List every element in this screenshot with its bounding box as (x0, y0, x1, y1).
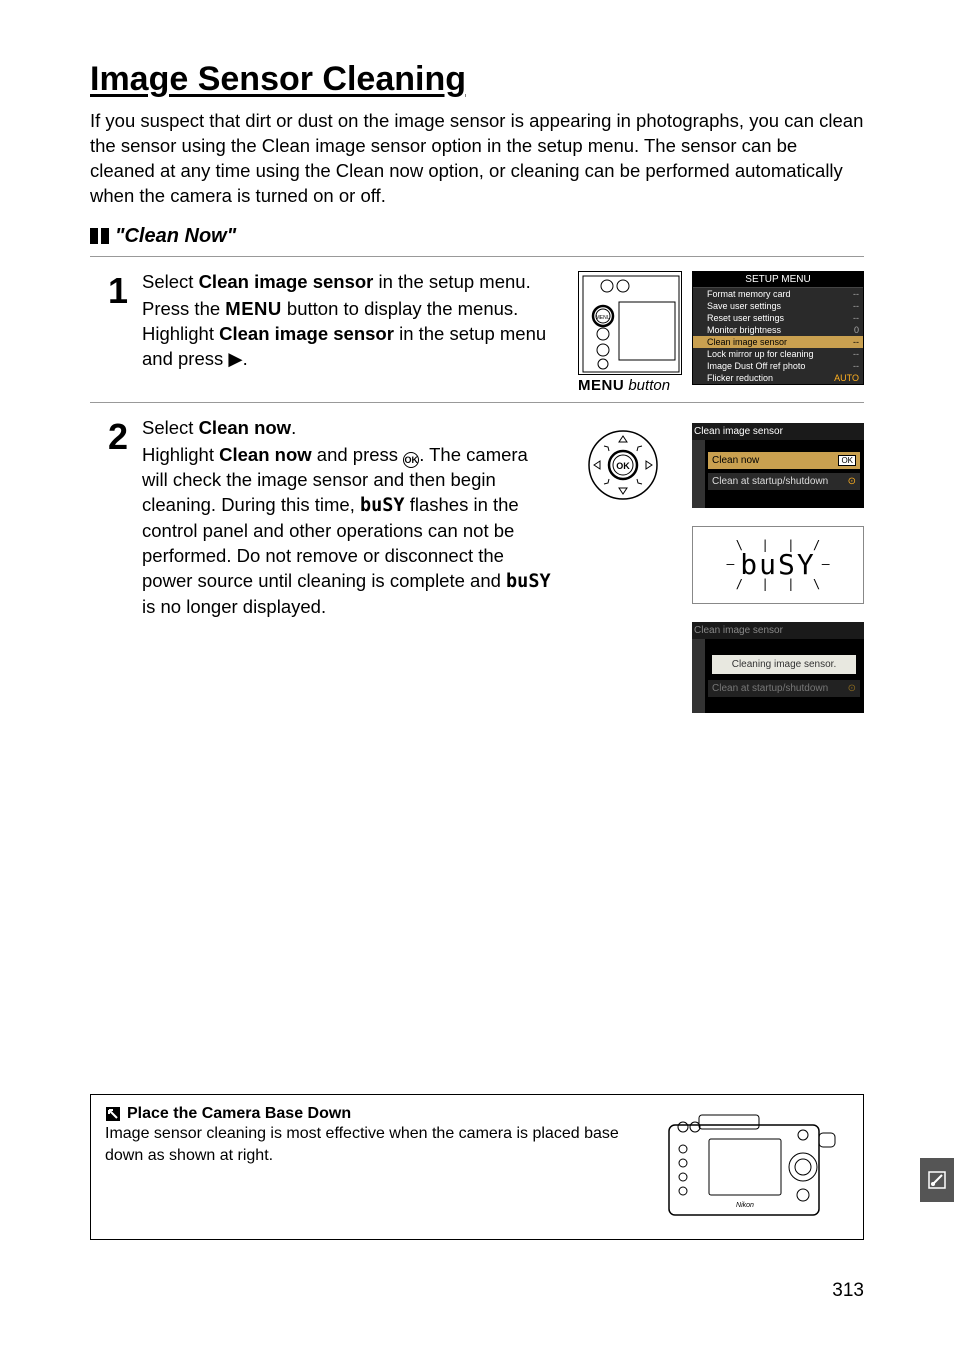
step-1-body: Select Clean image sensor in the setup m… (142, 271, 556, 394)
note-box: Place the Camera Base Down Image sensor … (90, 1094, 864, 1240)
cleaning-popup: Cleaning image sensor. (712, 655, 856, 674)
note-text-wrap: Place the Camera Base Down Image sensor … (105, 1105, 645, 1225)
step-2: 2 Select Clean now. Highlight Clean now … (90, 417, 864, 713)
setup-menu-row: Flicker reductionAUTO (693, 372, 863, 384)
lcd-ticks-icon: /||\ (726, 581, 829, 587)
svg-text:Nikon: Nikon (736, 1202, 754, 1209)
bold-text: Clean now (336, 160, 423, 181)
step-2-figures: OK Clean image sensor Clean no (566, 417, 864, 713)
intro-paragraph: If you suspect that dirt or dust on the … (90, 109, 864, 209)
menu-button-caption: MENU button (578, 377, 682, 394)
divider (90, 402, 864, 403)
cleaning-title: Clean image sensor (692, 622, 864, 639)
step-1-text: Press the MENU button to display the men… (142, 297, 556, 372)
setup-menu-row: Format memory card-- (693, 288, 863, 300)
page-title: Image Sensor Cleaning (90, 60, 864, 99)
setup-menu-title: SETUP MENU (693, 272, 863, 288)
note-icon (105, 1106, 121, 1122)
camera-illus-wrap: MENU MENU button (578, 271, 682, 394)
divider (90, 256, 864, 257)
setup-menu-row: Lock mirror up for cleaning-- (693, 348, 863, 360)
subheading-text: "Clean Now" (115, 225, 236, 248)
camera-back-icon: MENU (579, 272, 683, 376)
camera-back-illustration: MENU (578, 271, 682, 375)
busy-glyph: buSY (506, 571, 551, 592)
heading-marker-icon (90, 228, 109, 244)
step-1-heading: Select Clean image sensor in the setup m… (142, 271, 556, 293)
setup-menu-screenshot: SETUP MENU ▶ ✎ ✎ Y ☐ ? Format memory car… (692, 271, 864, 385)
step-2-row-1: OK Clean image sensor Clean no (586, 423, 864, 508)
note-title: Place the Camera Base Down (105, 1105, 645, 1123)
setup-menu-row-highlighted: Clean image sensor-- (693, 336, 863, 348)
step-1: 1 Select Clean image sensor in the setup… (90, 271, 864, 394)
bold-text: Clean image sensor (262, 135, 427, 156)
camera-base-down-illustration: Nikon (659, 1105, 839, 1225)
step-2-text: Highlight Clean now and press OK. The ca… (142, 443, 556, 620)
setup-menu-row: Monitor brightness0 (693, 324, 863, 336)
busy-glyph: buSY (360, 495, 405, 516)
menu-button-glyph: MENU (225, 298, 281, 319)
step-1-figures: MENU MENU button SETUP MENU (566, 271, 864, 394)
step-2-body: Select Clean now. Highlight Clean now an… (142, 417, 556, 713)
step-number: 2 (90, 417, 132, 713)
ok-button-glyph: OK (403, 452, 419, 468)
setup-menu-row: Save user settings-- (693, 300, 863, 312)
clean-menu-row: Clean at startup/shutdown ⊙ (708, 473, 860, 490)
note-body: Image sensor cleaning is most effective … (105, 1123, 645, 1166)
step-number: 1 (90, 271, 132, 394)
clean-menu-row-highlighted: Clean now OK (708, 452, 860, 469)
page: Image Sensor Cleaning If you suspect tha… (0, 0, 954, 1352)
cleaning-progress-screenshot: Clean image sensor Cleaning image sensor… (692, 622, 864, 713)
busy-text: buSY (740, 548, 815, 581)
maintenance-icon (927, 1170, 947, 1190)
setup-menu-row: Image Dust Off ref photo-- (693, 360, 863, 372)
clean-now-menu-screenshot: Clean image sensor Clean now OK Clean at… (692, 423, 864, 508)
svg-text:OK: OK (616, 461, 630, 471)
side-tab (920, 1158, 954, 1202)
subheading-clean-now: "Clean Now" (90, 225, 864, 248)
right-arrow-icon: ▶ (228, 348, 242, 369)
clean-menu-title: Clean image sensor (692, 423, 864, 440)
cleaning-row: Clean at startup/shutdown ⊙ (708, 680, 860, 697)
dpad-ok-icon: OK (586, 428, 660, 502)
step-2-heading: Select Clean now. (142, 417, 556, 439)
busy-lcd-figure: \||/ – buSY – /||\ (692, 526, 864, 604)
setup-figure: MENU MENU button SETUP MENU (578, 271, 864, 394)
page-number: 313 (832, 1280, 864, 1302)
setup-menu-row: Reset user settings-- (693, 312, 863, 324)
svg-text:MENU: MENU (596, 315, 611, 321)
